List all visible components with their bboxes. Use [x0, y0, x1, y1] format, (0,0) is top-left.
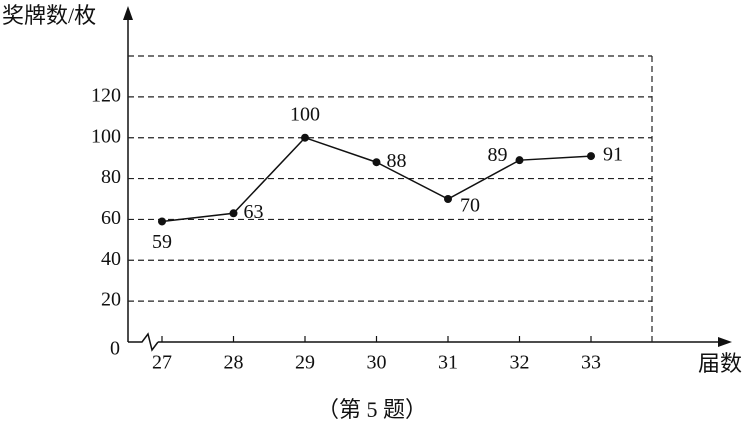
y-tick-label: 0: [110, 338, 120, 360]
x-tick-label: 33: [581, 352, 601, 374]
x-axis-label: 届数: [698, 351, 742, 376]
value-label: 89: [488, 144, 508, 166]
x-tick-label: 32: [510, 352, 530, 374]
value-label: 70: [460, 195, 480, 217]
y-tick-label: 20: [101, 289, 121, 311]
value-label: 63: [244, 201, 264, 223]
point: [229, 209, 238, 218]
point: [158, 217, 166, 226]
y-axis-label: 奖牌数/枚: [2, 3, 96, 28]
y-tick-label: 40: [101, 248, 121, 270]
point: [444, 195, 452, 203]
caption: （第 5 题）: [317, 397, 427, 422]
x-tick-label: 27: [152, 352, 172, 374]
y-tick-label: 80: [101, 166, 121, 188]
y-arrow: [123, 6, 133, 20]
x-tick-label: 28: [224, 352, 244, 374]
value-label: 59: [152, 231, 172, 253]
y-tick-label: 100: [91, 125, 121, 147]
x-arrow: [718, 337, 732, 347]
y-tick-label: 60: [101, 207, 121, 229]
value-label: 91: [603, 144, 623, 166]
point: [301, 133, 309, 142]
y-tick-label: 120: [91, 84, 121, 106]
line: [161, 136, 592, 223]
point: [515, 156, 524, 165]
value-label: 88: [387, 150, 407, 172]
x-tick-label: 29: [295, 352, 315, 374]
axis-break: [128, 332, 159, 352]
point: [372, 158, 381, 167]
point: [587, 152, 595, 161]
x-tick-label: 31: [438, 352, 458, 374]
value-label: 100: [290, 103, 320, 125]
x-tick-label: 30: [367, 352, 387, 374]
